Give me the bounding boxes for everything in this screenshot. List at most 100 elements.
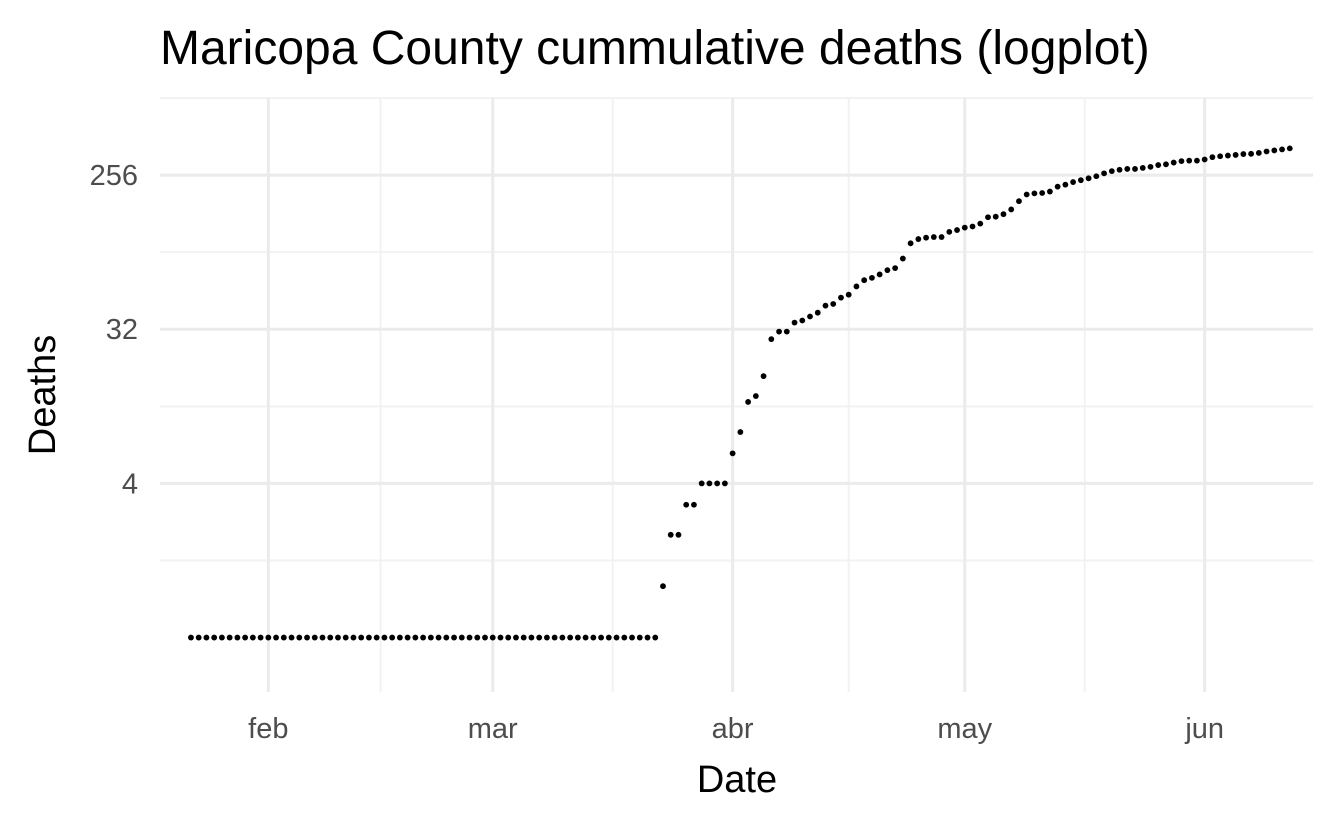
data-point [1132, 166, 1138, 172]
data-point [234, 634, 241, 641]
data-point [1286, 145, 1293, 152]
data-point [861, 277, 868, 284]
data-point [845, 291, 852, 298]
data-point [1147, 163, 1154, 170]
data-point [350, 634, 357, 641]
data-point [226, 634, 233, 641]
data-point [296, 634, 303, 641]
data-point [1163, 161, 1169, 168]
data-point [466, 634, 473, 641]
data-point [404, 634, 411, 641]
data-point [389, 634, 396, 641]
data-point [1170, 159, 1177, 166]
data-point [644, 634, 651, 641]
data-point [822, 302, 829, 309]
data-point [683, 501, 690, 508]
data-point [636, 634, 643, 641]
data-point [520, 634, 527, 641]
data-point [342, 634, 349, 641]
data-point [1224, 152, 1231, 159]
data-point [915, 236, 922, 242]
data-point [443, 634, 450, 641]
data-point [1101, 170, 1107, 177]
data-point [992, 213, 999, 220]
data-point [195, 634, 202, 641]
data-point [969, 223, 976, 230]
data-point [907, 240, 914, 247]
y-tick-labels: 4 32 256 [90, 160, 138, 500]
data-point [203, 634, 210, 641]
data-point [613, 634, 620, 641]
y-tick-label: 32 [106, 314, 138, 346]
data-point [1047, 188, 1053, 195]
data-point [544, 634, 550, 641]
data-point [660, 583, 666, 590]
data-point [574, 634, 581, 641]
data-point [876, 271, 883, 278]
data-point [923, 234, 929, 241]
data-point [783, 328, 790, 335]
data-point [1124, 166, 1131, 172]
data-point [675, 531, 682, 538]
data-point [977, 220, 984, 227]
data-point [474, 634, 481, 641]
data-point [1186, 157, 1193, 164]
data-point [799, 317, 806, 324]
data-point [1116, 166, 1123, 173]
x-tick-label: mar [468, 713, 518, 745]
data-point [528, 634, 535, 641]
data-point [1023, 191, 1030, 198]
major-gridlines [160, 98, 1313, 692]
data-point [691, 501, 697, 508]
data-point [482, 634, 488, 641]
data-point [188, 634, 194, 641]
data-point [311, 634, 318, 641]
data-point [814, 309, 821, 316]
data-point [752, 393, 759, 399]
data-point [458, 634, 465, 641]
data-point [721, 480, 728, 487]
x-tick-label: jun [1184, 713, 1224, 745]
x-tick-label: may [937, 713, 992, 745]
data-point [791, 319, 798, 326]
data-point [513, 634, 519, 641]
data-point [280, 634, 287, 641]
data-point [273, 634, 279, 641]
data-point [768, 336, 775, 343]
data-point [1155, 162, 1162, 168]
data-point [598, 634, 604, 641]
data-point [892, 265, 899, 271]
data-point [1085, 175, 1092, 182]
data-point [327, 634, 334, 641]
data-point [667, 531, 674, 538]
data-point [1263, 148, 1270, 155]
data-point [1054, 183, 1061, 190]
data-point [211, 634, 218, 641]
data-point [1232, 152, 1239, 158]
data-point [451, 634, 457, 641]
data-point [737, 429, 744, 435]
data-point [1255, 150, 1262, 156]
data-point [335, 634, 341, 641]
data-point [288, 634, 295, 641]
x-tick-labels: feb mar abr may jun [248, 713, 1224, 745]
data-point [1240, 151, 1247, 157]
data-point [489, 634, 496, 641]
data-point [652, 634, 659, 641]
data-point [427, 634, 434, 641]
data-point [629, 634, 635, 641]
data-point [869, 274, 875, 281]
data-point [319, 634, 326, 641]
data-points [188, 145, 1293, 641]
data-point [1139, 165, 1146, 171]
minor-gridlines [160, 96, 1313, 692]
data-point [954, 227, 960, 233]
data-point [219, 634, 225, 641]
data-point [242, 634, 249, 641]
data-point [582, 634, 589, 641]
data-point [899, 255, 906, 262]
data-point [938, 234, 945, 240]
data-point [884, 267, 891, 274]
data-point [605, 634, 612, 641]
